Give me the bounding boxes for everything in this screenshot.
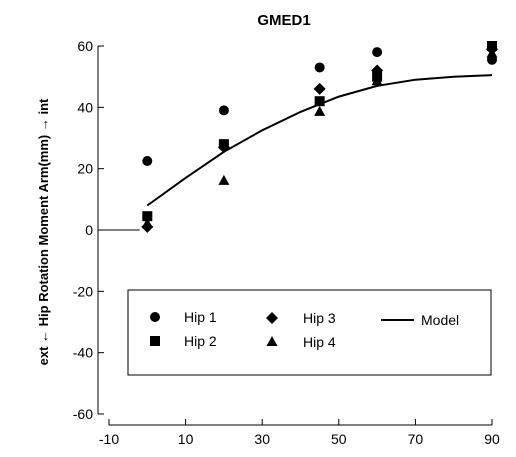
hip-4-point [486, 47, 498, 58]
x-tick-label: 10 [178, 431, 194, 447]
x-tick-label: 50 [331, 431, 347, 447]
legend-marker-hip-1 [150, 312, 160, 322]
legend-marker-hip-3 [266, 312, 278, 324]
legend-marker-hip-4 [266, 336, 278, 346]
y-tick-label: 0 [85, 222, 93, 238]
hip-4-point [371, 75, 383, 86]
y-tick-label: 40 [77, 99, 93, 115]
hip-4-point [314, 105, 326, 116]
axes [97, 45, 493, 426]
hip-1-point [314, 62, 325, 73]
tick-labels: -60 -40 -20 0 20 40 60 -10 10 30 50 70 90 [73, 38, 500, 447]
legend: Hip 1 Hip 2 Hip 3 Hip 4 Model [127, 289, 492, 376]
y-tick-label: -20 [73, 283, 93, 299]
legend-label-model: Model [421, 312, 459, 328]
legend-marker-hip-2 [150, 336, 160, 346]
x-tick-label: 30 [254, 431, 270, 447]
legend-label-hip-3: Hip 3 [303, 310, 336, 326]
y-axis-label: ext ← Hip Rotation Moment Arm(mm) → int [36, 98, 51, 365]
legend-label-hip-1: Hip 1 [184, 309, 217, 325]
y-tick-label: 60 [77, 38, 93, 54]
hip-1-point [218, 105, 229, 116]
hip-2-point [142, 211, 153, 222]
hip-3-point [313, 82, 326, 95]
hip-2-point [314, 96, 325, 107]
x-tick-label: 70 [408, 431, 424, 447]
x-tick-label: -10 [99, 431, 119, 447]
hip-4-point [218, 174, 230, 185]
legend-box [127, 289, 492, 376]
hip-1-point [142, 156, 153, 166]
data-points [141, 41, 498, 233]
legend-label-hip-2: Hip 2 [184, 333, 217, 349]
hip-3-point [371, 64, 384, 77]
chart-title: GMED1 [257, 12, 310, 29]
y-tick-label: -60 [73, 406, 93, 422]
hip-4-point [141, 217, 153, 228]
y-tick-label: 20 [77, 161, 93, 177]
y-tick-label: -40 [73, 345, 93, 361]
legend-label-hip-4: Hip 4 [303, 334, 336, 350]
hip-1-point [372, 47, 383, 58]
x-tick-label: 90 [484, 431, 500, 447]
hip-3-point [217, 141, 230, 154]
